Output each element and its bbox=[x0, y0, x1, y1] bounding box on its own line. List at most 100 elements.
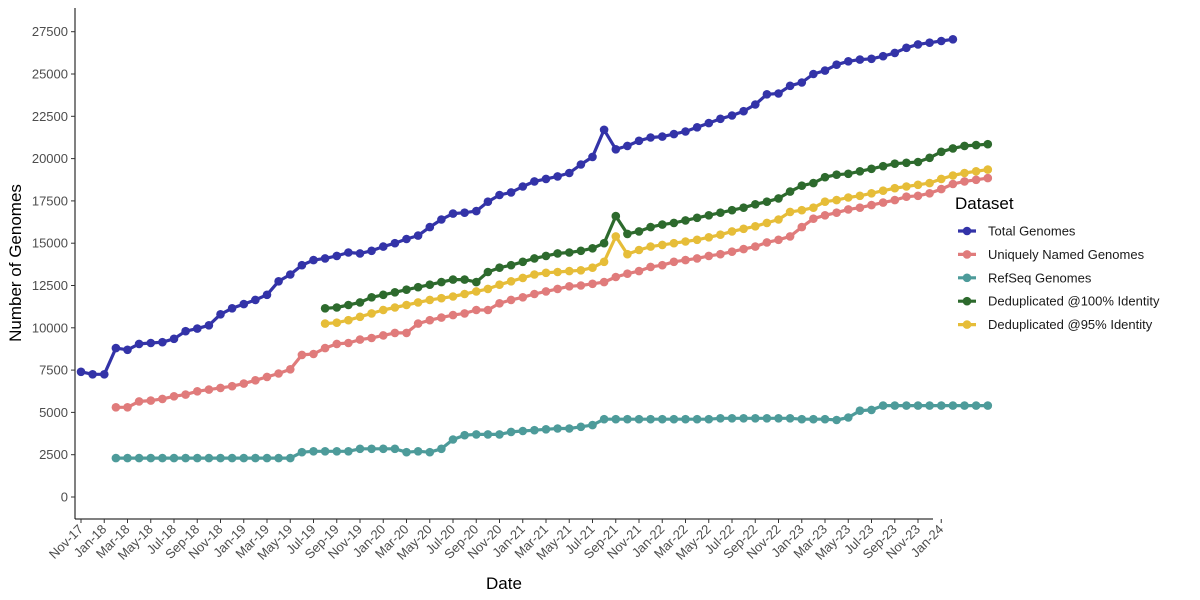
data-point-uniquely-named-genomes bbox=[530, 289, 539, 299]
y-tick-label: 17500 bbox=[32, 193, 68, 208]
data-point-uniquely-named-genomes bbox=[379, 331, 388, 340]
data-point-refseq-genomes bbox=[332, 447, 342, 456]
data-point-refseq-genomes bbox=[588, 420, 597, 430]
data-point-uniquely-named-genomes bbox=[553, 284, 562, 294]
y-tick-label: 10000 bbox=[32, 320, 68, 335]
data-point-uniquely-named-genomes bbox=[239, 379, 249, 388]
data-point-deduplicated-95-identity bbox=[704, 233, 714, 242]
data-point-total-genomes bbox=[948, 35, 958, 44]
data-point-deduplicated-100-identity bbox=[379, 290, 388, 300]
data-point-total-genomes bbox=[204, 321, 214, 330]
data-point-total-genomes bbox=[158, 337, 167, 347]
data-point-deduplicated-100-identity bbox=[623, 229, 632, 239]
data-point-total-genomes bbox=[553, 172, 562, 181]
data-point-total-genomes bbox=[425, 222, 435, 232]
data-point-total-genomes bbox=[355, 249, 365, 258]
data-point-uniquely-named-genomes bbox=[320, 343, 330, 353]
legend: Dataset Total Genomes Uniquely Named Geno… bbox=[955, 194, 1160, 332]
axes bbox=[74, 8, 933, 520]
data-point-deduplicated-95-identity bbox=[530, 270, 539, 279]
data-point-deduplicated-100-identity bbox=[576, 246, 586, 256]
data-point-total-genomes bbox=[216, 310, 225, 319]
data-point-total-genomes bbox=[100, 370, 109, 379]
series-refseq-genomes bbox=[111, 401, 993, 463]
data-point-deduplicated-95-identity bbox=[983, 165, 993, 174]
data-point-total-genomes bbox=[88, 370, 97, 379]
data-point-refseq-genomes bbox=[158, 453, 167, 463]
data-point-total-genomes bbox=[611, 145, 621, 154]
data-point-refseq-genomes bbox=[785, 414, 795, 423]
data-point-deduplicated-95-identity bbox=[402, 300, 411, 310]
data-point-uniquely-named-genomes bbox=[983, 173, 993, 183]
data-point-uniquely-named-genomes bbox=[727, 247, 737, 256]
y-tick-label: 25000 bbox=[32, 67, 68, 82]
data-point-deduplicated-95-identity bbox=[448, 292, 458, 301]
data-point-deduplicated-95-identity bbox=[472, 287, 481, 296]
data-point-deduplicated-100-identity bbox=[692, 213, 702, 223]
data-point-uniquely-named-genomes bbox=[797, 222, 807, 232]
data-point-uniquely-named-genomes bbox=[704, 251, 714, 261]
data-point-deduplicated-95-identity bbox=[390, 303, 400, 312]
legend-swatch-point bbox=[962, 273, 972, 283]
data-point-deduplicated-95-identity bbox=[937, 174, 946, 184]
data-point-uniquely-named-genomes bbox=[204, 385, 214, 394]
data-point-total-genomes bbox=[413, 231, 423, 240]
data-point-deduplicated-95-identity bbox=[820, 197, 830, 206]
data-point-refseq-genomes bbox=[460, 430, 469, 440]
data-point-uniquely-named-genomes bbox=[448, 310, 458, 320]
data-point-uniquely-named-genomes bbox=[158, 394, 167, 404]
data-point-refseq-genomes bbox=[483, 430, 493, 439]
data-point-deduplicated-100-identity bbox=[367, 293, 376, 302]
data-point-uniquely-named-genomes bbox=[751, 242, 760, 251]
data-point-uniquely-named-genomes bbox=[948, 179, 958, 189]
data-point-total-genomes bbox=[390, 238, 400, 248]
data-point-deduplicated-100-identity bbox=[495, 263, 504, 273]
data-point-uniquely-named-genomes bbox=[658, 260, 667, 270]
data-point-uniquely-named-genomes bbox=[623, 269, 632, 279]
data-point-uniquely-named-genomes bbox=[309, 349, 318, 359]
data-point-refseq-genomes bbox=[111, 453, 121, 463]
data-point-total-genomes bbox=[623, 141, 632, 151]
data-point-total-genomes bbox=[309, 255, 318, 265]
data-point-deduplicated-100-identity bbox=[774, 194, 783, 203]
data-point-total-genomes bbox=[820, 66, 830, 75]
data-point-uniquely-named-genomes bbox=[123, 403, 132, 412]
data-point-deduplicated-95-identity bbox=[751, 222, 760, 231]
data-point-refseq-genomes bbox=[820, 414, 830, 424]
data-point-deduplicated-100-identity bbox=[332, 303, 342, 312]
data-point-deduplicated-100-identity bbox=[890, 159, 900, 168]
data-point-refseq-genomes bbox=[797, 414, 807, 424]
data-point-refseq-genomes bbox=[692, 414, 702, 424]
data-point-uniquely-named-genomes bbox=[890, 195, 900, 205]
data-point-uniquely-named-genomes bbox=[390, 328, 400, 338]
data-point-total-genomes bbox=[832, 60, 841, 69]
data-point-refseq-genomes bbox=[472, 430, 481, 439]
x-axis-title: Date bbox=[486, 574, 522, 593]
legend-label: Uniquely Named Genomes bbox=[988, 247, 1145, 262]
data-point-deduplicated-100-identity bbox=[634, 227, 644, 236]
data-point-deduplicated-100-identity bbox=[820, 172, 830, 182]
data-point-deduplicated-100-identity bbox=[553, 249, 562, 258]
data-point-uniquely-named-genomes bbox=[820, 211, 830, 220]
data-point-uniquely-named-genomes bbox=[971, 175, 981, 185]
data-point-uniquely-named-genomes bbox=[785, 232, 795, 241]
data-point-uniquely-named-genomes bbox=[809, 214, 818, 223]
data-point-uniquely-named-genomes bbox=[611, 272, 621, 282]
data-point-deduplicated-100-identity bbox=[588, 244, 597, 253]
y-tick-label: 5000 bbox=[39, 405, 68, 420]
series-line-deduplicated-95-identity bbox=[324, 168, 989, 326]
data-point-total-genomes bbox=[262, 290, 272, 300]
data-point-total-genomes bbox=[716, 114, 725, 124]
data-point-uniquely-named-genomes bbox=[588, 279, 597, 289]
data-point-total-genomes bbox=[902, 43, 911, 53]
legend-label: Deduplicated @100% Identity bbox=[988, 294, 1160, 309]
data-point-refseq-genomes bbox=[727, 414, 737, 423]
data-point-refseq-genomes bbox=[274, 453, 283, 463]
series-deduplicated-95-identity bbox=[320, 165, 993, 328]
data-point-deduplicated-100-identity bbox=[669, 218, 679, 228]
data-point-total-genomes bbox=[344, 248, 353, 257]
data-point-refseq-genomes bbox=[518, 426, 528, 436]
data-point-uniquely-named-genomes bbox=[216, 383, 225, 393]
data-point-deduplicated-95-identity bbox=[913, 180, 923, 190]
data-point-refseq-genomes bbox=[181, 453, 190, 463]
